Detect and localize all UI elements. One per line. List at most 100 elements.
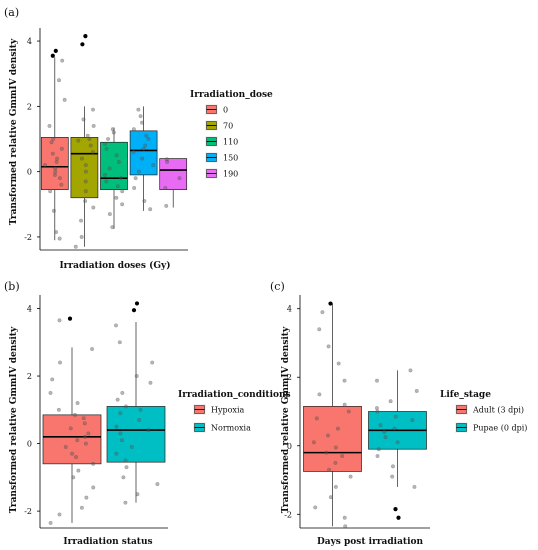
panel-b-group-0-point (86, 431, 91, 436)
panel-b-group-0-point (91, 461, 96, 466)
panel-b-group-1-point (135, 492, 140, 497)
panel-a-group-1-point (83, 199, 88, 203)
panel-b-legend-title: Irradiation_conditions (178, 390, 291, 400)
panel-a-group-0-point (48, 189, 53, 194)
panel-c-group-0-point (328, 495, 333, 500)
panel-a-group-0-point (50, 151, 55, 156)
panel-a-group-3-point (143, 143, 148, 148)
panel-b-group-1-point (118, 411, 123, 416)
panel-b-group-0-point (58, 360, 62, 365)
panel-c-group-0-point (317, 392, 322, 397)
panel-a-group-4-point (164, 157, 169, 162)
panel-a-group-1-point (87, 137, 92, 141)
panel-b-group-1-point (155, 482, 160, 487)
panel-a-group-1-point (73, 244, 78, 249)
panel-c: (c) Transformed relative GmmIV density D… (270, 280, 527, 547)
panel-a-group-1-point (90, 150, 95, 155)
panel-b-y-axis-title: Transformed relative GmmIV density (9, 326, 19, 513)
panel-c-group-1-point (374, 406, 379, 411)
panel-a-group-2-point (106, 137, 111, 141)
panel-a-group-4-point (163, 186, 168, 190)
panel-c-group-1-point (414, 388, 419, 393)
panel-a: (a) Transformed relative GmmIV density I… (4, 6, 273, 271)
panel-a-letter: (a) (4, 6, 19, 19)
panel-b-group-0-point (74, 455, 78, 460)
panel-c-group-1-outlier (393, 507, 398, 512)
panel-a-legend-title: Irradiation_dose (190, 90, 273, 100)
panel-b-legend-label-1: Normoxia (211, 424, 251, 433)
panel-a-group-1-outlier (83, 34, 88, 39)
panel-a-group-3-point (144, 133, 149, 138)
panel-a-group-3-point (146, 137, 151, 141)
panel-b-y-tick-3: 4 (27, 305, 32, 314)
panel-b-group-1-point (134, 374, 139, 378)
panel-b-group-0-outlier (67, 316, 73, 321)
panel-c-group-1-point (375, 378, 379, 383)
panel-b-group-0-point (48, 520, 53, 525)
panel-c-group-0-outlier (328, 301, 333, 306)
panel-a-group-1-point (85, 133, 90, 138)
panel-a-group-0-point (59, 146, 64, 151)
panel-a-group-3-point (131, 150, 136, 155)
panel-a-group-0-point (53, 166, 58, 171)
panel-b-group-0-point (91, 485, 96, 490)
panel-b-group-0-point (75, 438, 80, 443)
panel-b-group-0-point (48, 390, 53, 395)
panel-a-group-0-point (57, 176, 62, 181)
panel-c-group-1-point (391, 464, 395, 469)
panel-b-group-0-point (50, 377, 55, 382)
panel-c-group-0-point (342, 378, 347, 383)
panel-c-group-1-point (390, 474, 395, 479)
panel-a-group-0-point (47, 123, 52, 128)
panel-b-group-0-point (83, 441, 88, 446)
panel-b-group-0-point (73, 412, 77, 417)
panel-c-group-1-point (375, 409, 380, 414)
panel-a-group-1-point (83, 189, 88, 194)
panel-c-group-0-point (343, 524, 348, 529)
panel-b-group-0-point (90, 347, 95, 351)
panel-b-x-axis-title: Irradiation status (63, 537, 152, 547)
panel-a-group-2-point (119, 176, 123, 181)
panel-b-group-1-point (148, 380, 153, 385)
panel-a-group-2-point (114, 195, 119, 200)
panel-c-y-tick-3: 4 (287, 305, 292, 314)
panel-a-y-tick-1: 0 (27, 168, 32, 177)
panel-c-legend-label-1: Pupae (0 dpi) (473, 424, 527, 433)
panel-b-group-1-point (115, 397, 120, 402)
panel-b-group-1-point (146, 428, 151, 433)
panel-b-group-0-point (81, 416, 86, 421)
panel-c-group-1-point (392, 426, 397, 431)
panel-b-group-0-point (57, 512, 62, 517)
panel-b-group-0-point (71, 475, 76, 480)
panel-c-group-0-point (336, 361, 341, 366)
panel-b-y-tick-2: 2 (27, 372, 32, 381)
panel-a-group-1-point (83, 169, 88, 174)
panel-a-group-2-point (104, 179, 109, 184)
panel-b-group-1-box (106, 406, 166, 463)
panel-a-x-axis-title: Irradiation doses (Gy) (59, 260, 170, 271)
panel-a-group-3-point (136, 107, 141, 112)
panel-c-group-0-box (303, 406, 362, 472)
panel-c-group-0-point (326, 433, 330, 438)
panel-c-letter: (c) (270, 280, 285, 293)
panel-a-group-0-point (54, 230, 59, 234)
panel-a-group-3-point (140, 120, 144, 125)
panel-b-group-1-point (129, 445, 134, 449)
panel-a-group-0-point (62, 97, 67, 102)
panel-b-group-0-point (75, 401, 80, 406)
panel-c-group-0-point (333, 484, 338, 489)
panel-b-group-0-point (56, 407, 61, 412)
panel-c-group-0-point (335, 426, 340, 431)
panel-c-group-1-point (375, 454, 380, 458)
panel-a-group-2-point (111, 130, 116, 135)
panel-a-group-3-point (141, 146, 146, 151)
panel-a-y-tick-3: 4 (27, 37, 32, 46)
panel-a-group-3-point (132, 186, 137, 190)
panel-a-y-axis-title: Transformed relative GmmIV density (9, 38, 19, 225)
panel-b-letter: (b) (4, 280, 20, 293)
panel-a-group-2-point (120, 189, 125, 194)
panel-b-group-0-point (68, 426, 73, 431)
panel-c-group-0-point (313, 505, 318, 510)
panel-a-group-4-box (159, 158, 188, 190)
panel-c-group-1-point (408, 368, 413, 373)
